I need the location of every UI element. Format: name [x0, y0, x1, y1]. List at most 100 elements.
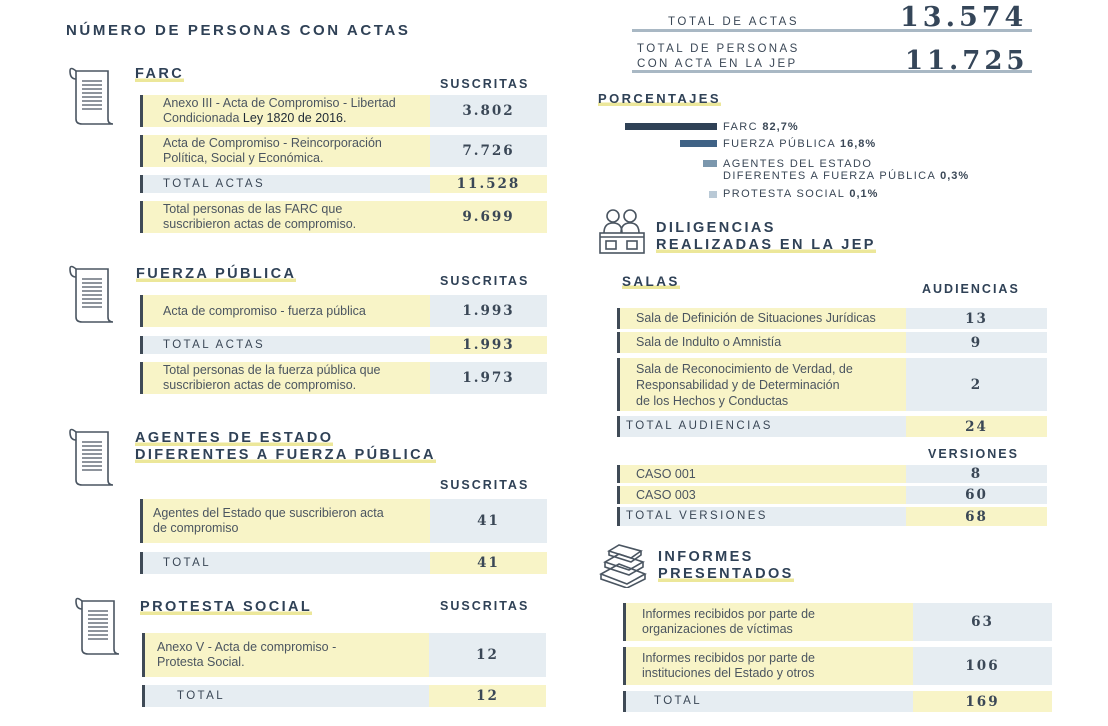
divider: [632, 29, 1032, 32]
total-label: TOTAL: [626, 691, 913, 712]
row-value: 63: [913, 603, 1052, 641]
table-row: Informes recibidos por parte de organiza…: [623, 603, 1052, 641]
row-label: Anexo III - Acta de Compromiso - Liberta…: [163, 96, 396, 110]
total-actas-value: 13.574: [900, 2, 1028, 33]
row-label: Protesta Social.: [157, 655, 245, 669]
porcentajes-title: PORCENTAJES: [598, 91, 721, 106]
total-personas-label: TOTAL DE PERSONAS: [637, 43, 800, 55]
row-value: 13: [906, 308, 1047, 329]
protesta-column-header: SUSCRITAS: [440, 599, 530, 613]
pct-value: 0,1%: [849, 188, 879, 200]
total-value: 24: [906, 416, 1047, 437]
table-row: Acta de Compromiso - Reincorporación Pol…: [140, 135, 547, 167]
pct-value: 0,3%: [940, 170, 970, 182]
pct-label-agentes: AGENTES DEL ESTADO DIFERENTES A FUERZA P…: [723, 158, 969, 182]
total-value: 12: [429, 685, 546, 707]
pct-label-farc: FARC 82,7%: [723, 121, 799, 133]
pct-label-protesta: PROTESTA SOCIAL 0,1%: [723, 188, 878, 200]
table-row: Sala de Definición de Situaciones Jurídi…: [617, 308, 1047, 329]
farc-section-title: FARC: [135, 66, 185, 82]
row-label: Sala de Reconocimiento de Verdad, de: [636, 361, 853, 376]
total-label: TOTAL ACTAS: [143, 336, 430, 354]
row-label: Total personas de las FARC que: [163, 202, 343, 216]
scroll-document-icon: [68, 67, 118, 127]
table-row: Sala de Indulto o Amnistía 9: [617, 332, 1047, 353]
diligencias-title: DILIGENCIAS: [656, 220, 776, 236]
row-value: 106: [913, 647, 1052, 685]
table-row: Informes recibidos por parte de instituc…: [623, 647, 1052, 685]
total-value: 41: [430, 552, 547, 574]
diligencias-subtitle: REALIZADAS EN LA JEP: [656, 237, 876, 253]
row-label: Sala de Definición de Situaciones Jurídi…: [620, 308, 906, 329]
row-label: Agentes del Estado que suscribieron acta: [153, 506, 384, 520]
pct-label-fuerza: FUERZA PÚBLICA 16,8%: [723, 138, 876, 150]
audiencias-column-header: AUDIENCIAS: [922, 282, 1020, 296]
pct-category: DIFERENTES A FUERZA PÚBLICA: [723, 170, 936, 182]
row-value: 3.802: [430, 95, 547, 127]
row-label: Acta de Compromiso - Reincorporación: [163, 136, 382, 150]
total-label: TOTAL: [143, 552, 430, 574]
pct-category: FARC: [723, 121, 758, 133]
pct-category: FUERZA PÚBLICA: [723, 138, 836, 150]
agentes-column-header: SUSCRITAS: [440, 478, 530, 492]
informes-subtitle: PRESENTADOS: [658, 566, 794, 582]
row-label: suscribieron actas de compromiso.: [163, 378, 357, 392]
total-actas-label: TOTAL DE ACTAS: [668, 16, 800, 28]
pct-value: 16,8%: [839, 138, 877, 150]
row-label: CASO 003: [620, 486, 906, 504]
agentes-section-subtitle: DIFERENTES A FUERZA PÚBLICA: [135, 447, 436, 463]
bar-farc: [625, 123, 717, 130]
row-value: 9.699: [430, 201, 547, 233]
total-value: 1.993: [430, 336, 547, 354]
table-row: Acta de compromiso - fuerza pública 1.99…: [140, 295, 547, 327]
total-row: TOTAL 12: [142, 685, 546, 707]
pct-value: 82,7%: [762, 121, 799, 133]
row-label: Política, Social y Económica.: [163, 151, 324, 165]
stacked-books-icon: [597, 544, 649, 588]
versiones-column-header: VERSIONES: [928, 447, 1019, 461]
row-value: 2: [906, 358, 1047, 411]
row-label: Informes recibidos por parte de: [642, 651, 816, 665]
row-label-part: Condicionada: [163, 111, 243, 125]
row-label: organizaciones de víctimas: [642, 622, 793, 636]
row-value: 8: [906, 465, 1047, 483]
row-label: de compromiso: [153, 521, 239, 535]
row-label: instituciones del Estado y otros: [642, 666, 815, 680]
salas-title: SALAS: [622, 274, 680, 289]
table-row: Anexo V - Acta de compromiso - Protesta …: [142, 633, 546, 677]
divider: [632, 70, 1032, 73]
row-label: de los Hechos y Conductas: [636, 393, 789, 408]
row-label: suscribieron actas de compromiso.: [163, 217, 357, 231]
page-title: NÚMERO DE PERSONAS CON ACTAS: [66, 22, 411, 39]
pct-category: AGENTES DEL ESTADO: [723, 158, 873, 170]
row-value: 41: [430, 499, 547, 543]
bar-protesta: [709, 191, 717, 198]
table-row: CASO 001 8: [617, 465, 1047, 483]
total-row: TOTAL ACTAS 11.528: [140, 175, 547, 193]
pct-category: PROTESTA SOCIAL: [723, 188, 845, 200]
row-label: Responsabilidad y de Determinación: [636, 377, 840, 392]
row-label: Acta de compromiso - fuerza pública: [143, 295, 430, 327]
protesta-section-title: PROTESTA SOCIAL: [140, 599, 313, 615]
table-row: Total personas de la fuerza pública que …: [140, 362, 547, 394]
total-value: 68: [906, 507, 1047, 526]
row-value: 1.993: [430, 295, 547, 327]
total-label: TOTAL AUDIENCIAS: [620, 416, 906, 437]
table-row: CASO 003 60: [617, 486, 1047, 504]
row-label: Total personas de la fuerza pública que: [163, 363, 381, 377]
total-label: TOTAL: [145, 685, 429, 707]
bar-fuerza-publica: [680, 140, 717, 147]
informes-title: INFORMES: [658, 549, 754, 565]
total-label: TOTAL VERSIONES: [620, 507, 906, 526]
row-label: Anexo V - Acta de compromiso -: [157, 640, 337, 654]
law-reference: Ley 1820 de 2016.: [242, 111, 347, 125]
total-label: TOTAL ACTAS: [143, 175, 430, 193]
row-label: Informes recibidos por parte de: [642, 607, 816, 621]
total-value: 11.528: [430, 175, 547, 193]
row-label: Sala de Indulto o Amnistía: [620, 332, 906, 353]
table-row: Anexo III - Acta de Compromiso - Liberta…: [140, 95, 547, 127]
row-label: CASO 001: [620, 465, 906, 483]
row-value: 7.726: [430, 135, 547, 167]
total-row: TOTAL AUDIENCIAS 24: [617, 416, 1047, 437]
total-row: TOTAL VERSIONES 68: [617, 507, 1047, 526]
